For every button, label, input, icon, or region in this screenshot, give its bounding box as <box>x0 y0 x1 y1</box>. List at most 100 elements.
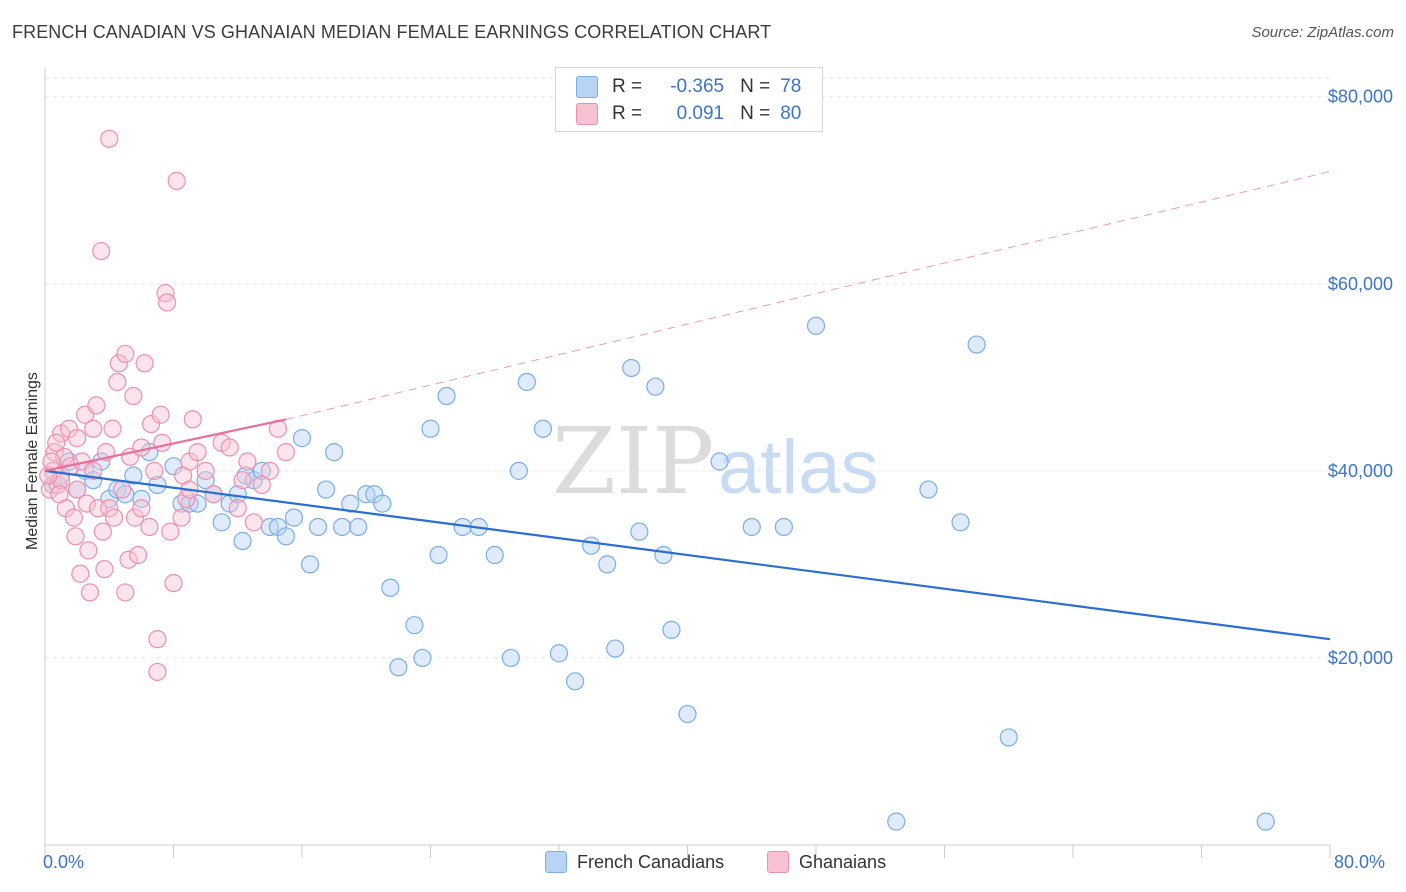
ghanaian-point <box>116 344 135 364</box>
legend-r-label: R = <box>612 76 643 97</box>
ghanaian-point <box>124 386 143 406</box>
french-canadian-point <box>308 517 328 537</box>
ghanaian-point <box>220 438 239 457</box>
ghanaian-point <box>156 284 175 303</box>
ghanaian-point <box>148 630 167 649</box>
ghanaian-point <box>84 419 103 438</box>
ghanaian-point <box>80 583 100 602</box>
french-canadian-point <box>774 517 793 537</box>
french-canadian-point <box>437 386 456 406</box>
y-axis-label: Median Female Earnings <box>24 372 41 550</box>
ghanaian-point <box>47 433 66 452</box>
series-legend: French Canadians Ghanaians <box>0 851 1406 877</box>
french-canadian-point <box>132 489 151 509</box>
ghanaian-point <box>244 513 263 532</box>
legend-swatch-pink <box>576 103 598 125</box>
ghanaian-point <box>68 480 87 499</box>
french-canadian-point <box>533 419 553 438</box>
ghanaian-point <box>151 405 170 424</box>
legend-r-value-blue: -0.365 <box>670 76 725 97</box>
y-tick-label: $80,000 <box>1328 87 1393 107</box>
ghanaian-point <box>148 662 167 682</box>
legend-r-label: R = <box>612 103 643 124</box>
ghanaian-point <box>93 522 112 541</box>
ghanaian-point <box>145 461 164 480</box>
trend-line-ghanaians-extension <box>285 171 1331 420</box>
x-tick-label-max: 80.0% <box>1334 852 1386 872</box>
french-canadian-point <box>501 648 520 668</box>
ghanaian-point <box>64 508 84 527</box>
ghanaian-point <box>77 494 96 513</box>
french-canadian-point <box>951 513 970 532</box>
french-canadian-point <box>429 545 448 565</box>
french-canadian-point <box>341 494 360 513</box>
french-canadian-point <box>485 545 504 565</box>
french-canadian-point <box>606 639 625 658</box>
correlation-legend: R = -0.365 N = 78 R = 0.091 N = 80 <box>555 67 823 132</box>
ghanaian-point <box>125 508 145 527</box>
ghanaian-point <box>141 414 161 434</box>
french-canadian-point <box>742 517 761 537</box>
legend-n-value-blue: 78 <box>780 76 802 97</box>
french-canadian-point <box>389 658 408 677</box>
ghanaian-point <box>79 541 98 560</box>
french-canadian-point <box>276 527 296 546</box>
french-canadian-point <box>188 494 207 513</box>
ghanaian-point <box>116 583 135 602</box>
legend-row-ghanaians: R = 0.091 N = 80 <box>576 102 801 126</box>
chart-title: FRENCH CANADIAN VS GHANAIAN MEDIAN FEMAL… <box>12 22 772 42</box>
ghanaian-point <box>66 527 85 546</box>
watermark-atlas: atlas <box>718 425 879 510</box>
ghanaian-point <box>196 461 215 480</box>
series-name-pink: Ghanaians <box>799 851 887 872</box>
french-canadian-point <box>549 644 569 663</box>
french-canadian-point <box>806 316 826 335</box>
ghanaian-point <box>132 438 151 457</box>
french-canadian-point <box>316 480 336 499</box>
french-canadian-point <box>284 508 304 527</box>
legend-swatch-blue <box>576 76 598 98</box>
ghanaian-point <box>276 443 296 462</box>
french-canadian-point <box>710 452 729 471</box>
y-tick-label: $40,000 <box>1328 461 1393 481</box>
french-canadian-point <box>124 466 143 485</box>
ghanaian-point <box>252 475 271 494</box>
x-tick-label-min: 0.0% <box>43 852 85 872</box>
ghanaian-point <box>119 550 138 569</box>
ghanaian-point <box>100 129 119 148</box>
ghanaian-point <box>238 452 257 471</box>
french-canadian-point <box>678 704 697 724</box>
ghanaian-point <box>167 171 186 190</box>
french-canadian-point <box>967 335 986 354</box>
french-canadian-point <box>233 531 252 551</box>
ghanaian-point <box>132 499 151 518</box>
ghanaian-point <box>233 471 252 490</box>
ghanaian-point <box>157 293 177 312</box>
ghanaian-point <box>161 522 180 541</box>
y-axis-label-wrap: Median Female Earnings <box>18 330 42 600</box>
ghanaian-point <box>95 559 114 579</box>
ghanaian-point <box>109 354 128 373</box>
ghanaian-point <box>50 485 69 504</box>
french-canadian-point <box>630 522 649 541</box>
french-canadian-point <box>582 536 601 555</box>
series-legend-french-canadians: French Canadians <box>545 851 724 873</box>
ghanaian-point <box>108 372 127 392</box>
trend-line-french-canadians <box>44 469 1331 641</box>
french-canadian-point <box>325 443 344 462</box>
french-canadian-point <box>413 648 432 668</box>
ghanaian-point <box>87 396 106 415</box>
ghanaian-point <box>68 429 87 448</box>
ghanaian-point <box>92 241 111 261</box>
ghanaian-point <box>129 545 148 565</box>
french-canadian-point <box>919 480 938 499</box>
ghanaian-point <box>228 499 247 518</box>
french-canadian-point <box>509 461 528 480</box>
ghanaian-point <box>104 508 124 527</box>
legend-n-label: N = <box>740 103 771 124</box>
series-swatch-pink <box>767 851 789 873</box>
french-canadian-point <box>421 419 440 438</box>
ghanaian-point <box>100 499 119 518</box>
french-canadian-point <box>373 494 392 513</box>
